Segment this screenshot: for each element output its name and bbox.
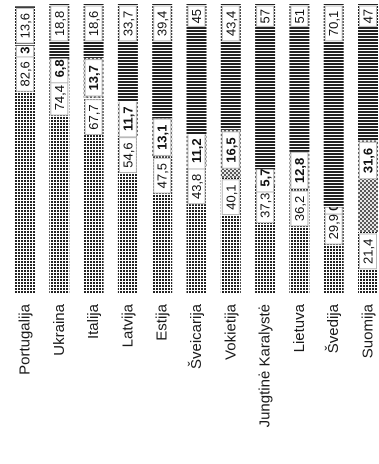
data-label: 37,3 (258, 193, 273, 218)
category-label: Estija (154, 303, 171, 340)
data-label-box (16, 7, 34, 44)
data-label: 36,2 (292, 196, 307, 221)
category-label: Šveicarija (188, 303, 205, 369)
bar-segment-1 (15, 54, 35, 295)
data-label-box (118, 137, 137, 173)
data-label: 51 (292, 9, 307, 23)
data-label: 16,5 (223, 137, 238, 162)
data-label: 11,7 (120, 106, 135, 131)
data-label: 43,8 (189, 174, 204, 199)
data-label-box (324, 5, 343, 42)
data-label-box (118, 5, 137, 42)
category-label: Italija (85, 303, 102, 339)
data-label: 39,4 (155, 11, 170, 36)
data-label-box (153, 5, 172, 42)
data-label: 57 (258, 9, 273, 23)
data-label: 6,8 (52, 59, 67, 77)
category-label: Portugalija (17, 303, 34, 375)
plot-area: 82,6 3 13,6 Portugalija 74,4 6,8 18,8 Ukraina 67… (15, 4, 378, 427)
bar-segment-3 (255, 4, 276, 170)
bar-segment-1 (83, 97, 104, 294)
data-label: 5,7 (258, 169, 273, 187)
data-label: 33,7 (120, 11, 135, 36)
data-label: 47,5 (155, 163, 170, 188)
category-label: Vokietija (222, 303, 239, 360)
data-label: 67,7 (86, 104, 101, 129)
bar-segment-3 (323, 4, 344, 208)
data-label: 43,4 (223, 11, 238, 36)
category-label: Švedija (325, 303, 342, 353)
data-label-box (359, 233, 377, 270)
data-label-box (84, 5, 103, 42)
bar-segment-3 (186, 4, 207, 135)
data-label: 21,4 (361, 239, 376, 264)
data-label: 11,2 (189, 138, 204, 163)
category-label: Latvija (119, 303, 136, 347)
data-label-box (187, 5, 206, 27)
bar-segment-3 (358, 4, 378, 141)
category-label: Suomija (360, 303, 377, 358)
data-label-box (256, 5, 275, 27)
category-label: Jungtinė Karalystė (257, 304, 274, 427)
data-label-box (50, 5, 69, 42)
data-label: 3 (18, 46, 33, 53)
data-label: 54,6 (120, 142, 135, 167)
data-label: 18,6 (86, 11, 101, 36)
data-label: 31,6 (361, 148, 376, 173)
data-label: 13,7 (86, 65, 101, 90)
data-label: 47 (361, 9, 376, 23)
data-label: 45 (189, 9, 204, 23)
data-label-box (290, 190, 309, 227)
data-label-box (359, 141, 377, 180)
data-label: 74,4 (52, 85, 67, 110)
data-label: 82,6 (18, 61, 33, 86)
bar-segment-1 (117, 135, 138, 294)
data-label: 70,1 (326, 11, 341, 36)
data-label-box (221, 179, 240, 216)
data-label-box (359, 5, 377, 27)
data-label-box (153, 118, 172, 156)
bar-segment-3 (289, 4, 310, 152)
category-label: Lietuva (291, 303, 308, 352)
data-label-box (153, 157, 172, 194)
data-label: 13,6 (18, 13, 33, 38)
data-label-box (221, 131, 240, 169)
data-label: 29,9 (326, 214, 341, 239)
data-label-box (84, 99, 103, 135)
data-label: 12,8 (292, 158, 307, 183)
data-label-box (290, 5, 309, 27)
bar-segment-1 (49, 78, 70, 295)
data-label: 18,8 (52, 11, 67, 36)
category-label: Ukraina (51, 303, 68, 355)
data-label: 13,1 (155, 125, 170, 150)
data-label-box (221, 5, 240, 42)
data-label-box (84, 59, 103, 97)
data-label-box (290, 151, 309, 190)
data-label: 40,1 (223, 184, 238, 209)
